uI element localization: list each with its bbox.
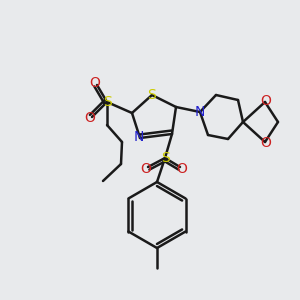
Text: N: N bbox=[195, 105, 205, 119]
Text: O: O bbox=[177, 162, 188, 176]
Text: S: S bbox=[148, 88, 156, 102]
Text: O: O bbox=[261, 94, 272, 108]
Text: O: O bbox=[261, 136, 272, 150]
Text: O: O bbox=[141, 162, 152, 176]
Text: O: O bbox=[90, 76, 101, 90]
Text: S: S bbox=[103, 95, 111, 109]
Text: S: S bbox=[160, 151, 169, 165]
Text: O: O bbox=[85, 111, 95, 125]
Text: N: N bbox=[134, 130, 144, 144]
